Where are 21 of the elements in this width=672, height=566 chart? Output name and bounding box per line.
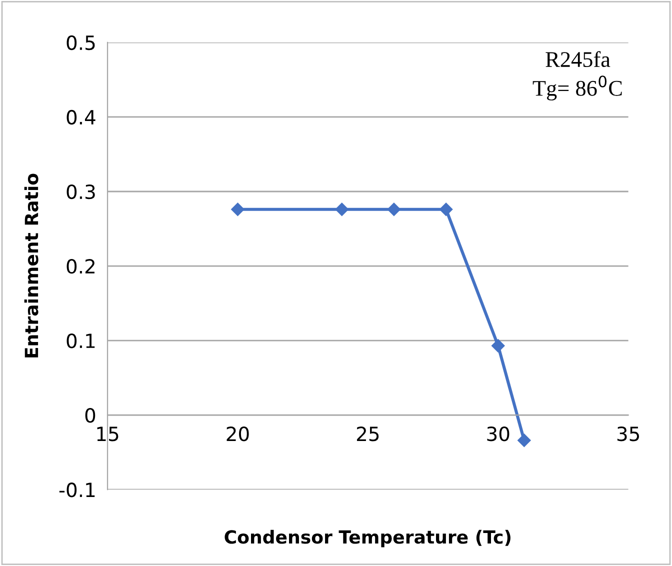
- annotation: R245fa Tg= 86$^{0}$C: [532, 51, 622, 100]
- x-tick-label: 35: [617, 426, 639, 442]
- y-tick-label: 0.5: [66, 35, 95, 50]
- x-tick-label: 20: [226, 426, 249, 442]
- y-tick-label: 0.2: [66, 258, 94, 274]
- point: [518, 434, 531, 447]
- y-tick-label: -0.1: [59, 482, 95, 498]
- point: [387, 202, 401, 216]
- x-tick-label: 30: [487, 426, 510, 442]
- y-tick-label: 0.1: [66, 334, 95, 348]
- x-tick-label: 15: [97, 426, 118, 442]
- y-tick-label: 0.3: [66, 184, 95, 200]
- y-axis-title: Entrainment Ratio: [24, 174, 38, 358]
- y-tick-label: 0: [85, 408, 96, 423]
- point: [439, 202, 453, 216]
- x-axis-title: Condensor Temperature (Tc): [224, 530, 510, 548]
- y-tick-label: 0.4: [66, 110, 96, 125]
- x-tick-label: 25: [356, 426, 379, 442]
- point: [335, 202, 348, 216]
- point: [231, 202, 244, 216]
- point: [492, 339, 505, 352]
